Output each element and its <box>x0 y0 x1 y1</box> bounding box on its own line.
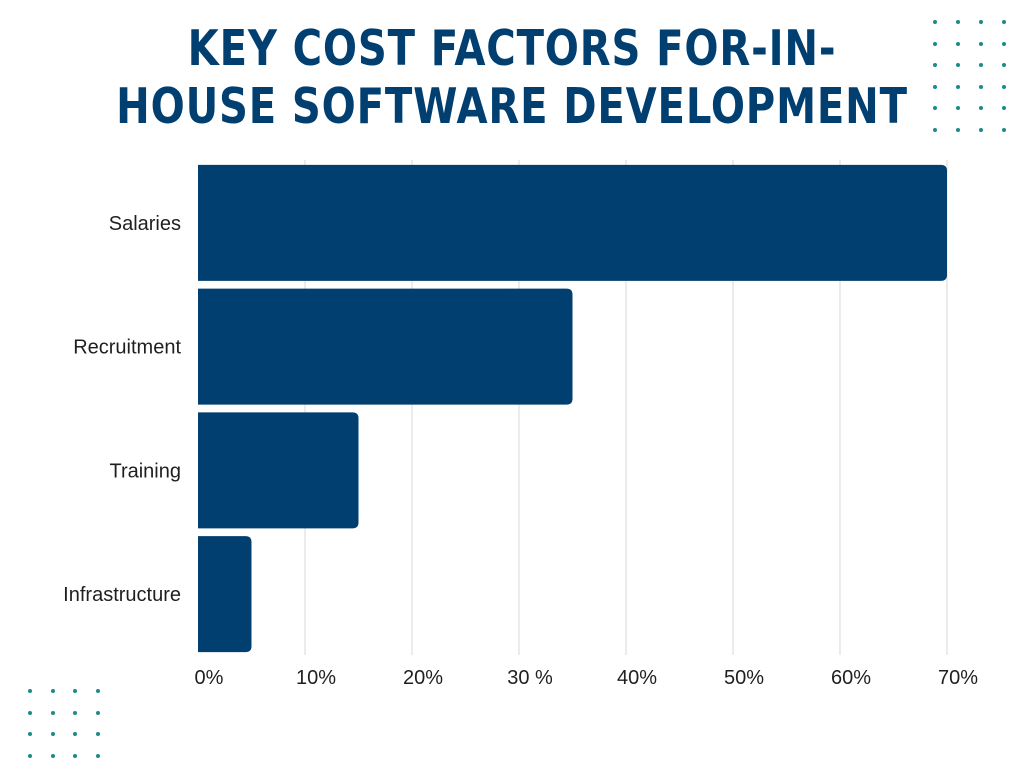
decorative-dot <box>933 20 937 24</box>
decorative-dot <box>979 63 983 67</box>
decorative-dot <box>95 732 100 736</box>
x-tick-label-70: 70% <box>938 667 978 689</box>
decorative-dot <box>50 753 55 758</box>
bar-recruitment <box>198 288 573 405</box>
decorative-dot <box>956 41 960 46</box>
x-tick-label-20: 20% <box>403 667 443 689</box>
decorative-dot <box>73 710 77 715</box>
decorative-dot <box>979 106 983 110</box>
decorative-dot <box>933 127 937 132</box>
decorative-dot <box>50 710 55 715</box>
category-label-training: Training <box>109 460 181 482</box>
x-tick-label-0: 0% <box>195 667 224 689</box>
decorative-dot <box>979 84 983 89</box>
decorative-dot <box>28 710 32 715</box>
decorative-dot <box>933 41 937 46</box>
chart-title-line-2: HOUSE SOFTWARE DEVELOPMENT <box>116 78 908 135</box>
category-labels: Salaries Recruitment Training Infrastructur… <box>63 213 181 606</box>
decorative-dot <box>73 732 77 736</box>
decorative-dot <box>73 753 77 758</box>
decorative-dot <box>1002 20 1006 24</box>
x-axis-tick-labels: 0% 10% 20% 30 % 40% 50% 60% 70% <box>195 667 979 689</box>
decorative-dot <box>95 710 100 715</box>
decorative-dot <box>28 753 32 758</box>
decorative-dot <box>95 689 100 693</box>
bar-training <box>198 412 359 529</box>
decorative-dot <box>956 106 960 110</box>
category-label-recruitment: Recruitment <box>73 337 181 359</box>
decorative-dot <box>1002 106 1006 110</box>
decorative-dot <box>933 84 937 89</box>
bars <box>198 164 947 653</box>
decorative-dot <box>73 689 77 693</box>
decorative-dot <box>28 732 32 736</box>
decorative-dot <box>50 732 55 736</box>
decorative-dot <box>979 127 983 132</box>
x-tick-label-40: 40% <box>617 667 657 689</box>
decorative-dot <box>956 63 960 67</box>
decorative-dot <box>956 84 960 89</box>
bar-salaries <box>198 164 947 281</box>
x-tick-label-30: 30 % <box>507 667 553 689</box>
decorative-dot <box>956 20 960 24</box>
decorative-dot <box>95 753 100 758</box>
decorative-dot <box>1002 63 1006 67</box>
decorative-dot <box>933 63 937 67</box>
decorative-dot <box>28 689 32 693</box>
decorative-dot <box>1002 127 1006 132</box>
category-label-salaries: Salaries <box>109 213 181 235</box>
decorative-dot <box>979 41 983 46</box>
decorative-dot <box>956 127 960 132</box>
bar-infrastructure <box>198 536 252 653</box>
category-label-infrastructure: Infrastructure <box>63 584 181 606</box>
decorative-dot <box>933 106 937 110</box>
x-tick-label-60: 60% <box>831 667 871 689</box>
chart-title: KEY COST FACTORS FOR-IN- HOUSE SOFTWARE … <box>92 20 932 136</box>
chart-title-line-1: KEY COST FACTORS FOR-IN- <box>187 20 837 77</box>
x-tick-label-50: 50% <box>724 667 764 689</box>
decorative-dot <box>50 689 55 693</box>
x-tick-label-10: 10% <box>296 667 336 689</box>
decorative-dot <box>1002 84 1006 89</box>
decorative-dot <box>1002 41 1006 46</box>
decorative-dot <box>979 20 983 24</box>
